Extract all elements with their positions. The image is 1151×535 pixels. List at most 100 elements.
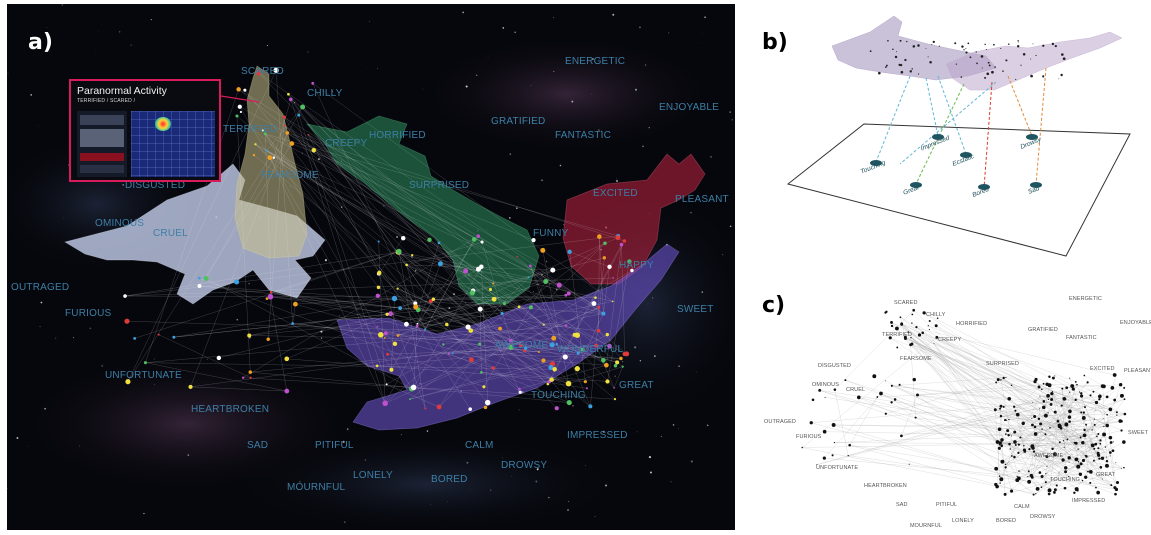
word-ominous: OMINOUS: [95, 218, 144, 229]
node: [466, 325, 471, 330]
word-c-horrified: HORRIFIED: [956, 321, 987, 327]
word-c-unfortunate: UNFORTUNATE: [816, 465, 858, 471]
edge: [1084, 375, 1104, 386]
node: [622, 365, 624, 367]
star: [585, 465, 586, 466]
projected-point: [965, 48, 966, 49]
node: [1083, 433, 1087, 437]
node: [1111, 386, 1115, 390]
node: [1027, 480, 1031, 484]
star: [63, 218, 64, 219]
star: [678, 365, 680, 367]
edge: [859, 397, 1006, 434]
node: [472, 237, 477, 242]
word-c-ominous: OMINOUS: [812, 382, 839, 388]
node: [1078, 461, 1079, 462]
node: [921, 332, 924, 335]
word-c-outraged: OUTRAGED: [764, 419, 796, 425]
star: [553, 71, 554, 72]
star: [7, 73, 8, 74]
node: [1079, 473, 1082, 476]
star: [318, 158, 320, 160]
star: [696, 372, 697, 373]
star: [422, 89, 423, 90]
projected-point: [976, 51, 977, 52]
star: [531, 85, 532, 86]
node: [1064, 423, 1068, 427]
node: [604, 363, 609, 368]
node: [501, 312, 504, 315]
node: [588, 404, 592, 408]
star: [614, 375, 616, 377]
node: [1062, 405, 1063, 406]
word-touching: TOUCHING: [531, 390, 586, 401]
node: [1070, 384, 1074, 388]
node: [1064, 470, 1067, 473]
projected-point: [991, 71, 994, 74]
word-pitiful: PITIFUL: [315, 440, 354, 451]
node: [386, 383, 388, 385]
star: [509, 217, 511, 219]
node: [1005, 377, 1006, 378]
node: [1105, 464, 1109, 468]
node: [438, 261, 443, 266]
projected-point: [1008, 43, 1010, 45]
node: [242, 377, 244, 379]
star: [237, 319, 238, 320]
node: [1080, 412, 1082, 414]
word-terrified: TERRIFIED: [223, 124, 278, 135]
node: [1124, 413, 1127, 416]
node: [575, 366, 580, 371]
node: [1047, 412, 1048, 413]
node: [287, 93, 290, 96]
node: [1112, 449, 1115, 452]
node: [1054, 411, 1057, 414]
node: [1033, 380, 1036, 383]
star: [642, 146, 644, 148]
node: [823, 430, 827, 434]
node: [1063, 440, 1064, 441]
star: [44, 408, 46, 410]
node: [385, 313, 388, 316]
node: [1033, 415, 1036, 418]
star: [673, 424, 675, 426]
node: [1106, 460, 1108, 462]
star: [207, 359, 208, 360]
node: [1034, 432, 1038, 436]
node: [1106, 414, 1108, 416]
node: [432, 298, 436, 302]
node: [1122, 440, 1126, 444]
projected-point: [913, 45, 916, 48]
node: [1005, 464, 1006, 465]
star: [427, 430, 429, 432]
panel-label-a: a): [28, 30, 53, 55]
node: [1004, 493, 1007, 496]
star: [640, 360, 641, 361]
star: [678, 428, 679, 429]
node: [1036, 487, 1040, 491]
movie-info-card[interactable]: Paranormal Activity TERRIFIED / SCARED /: [69, 79, 221, 182]
node: [601, 312, 605, 316]
edge: [905, 337, 1066, 424]
word-c-sweet: SWEET: [1128, 430, 1148, 436]
node: [1073, 492, 1075, 494]
node: [401, 236, 405, 240]
node: [1044, 433, 1046, 435]
node: [1093, 446, 1094, 447]
projected-point: [925, 48, 926, 49]
node: [1097, 452, 1100, 455]
node: [994, 467, 998, 471]
node: [1022, 422, 1025, 425]
node: [620, 243, 624, 247]
star: [650, 471, 652, 473]
projected-point: [1023, 53, 1026, 56]
node: [1011, 385, 1013, 387]
star: [514, 32, 516, 34]
node: [900, 323, 903, 326]
node: [1013, 406, 1015, 408]
star: [79, 446, 80, 447]
node: [999, 475, 1001, 477]
node: [284, 357, 289, 362]
word-sad: SAD: [247, 440, 268, 451]
word-c-energetic: ENERGETIC: [1069, 296, 1102, 302]
